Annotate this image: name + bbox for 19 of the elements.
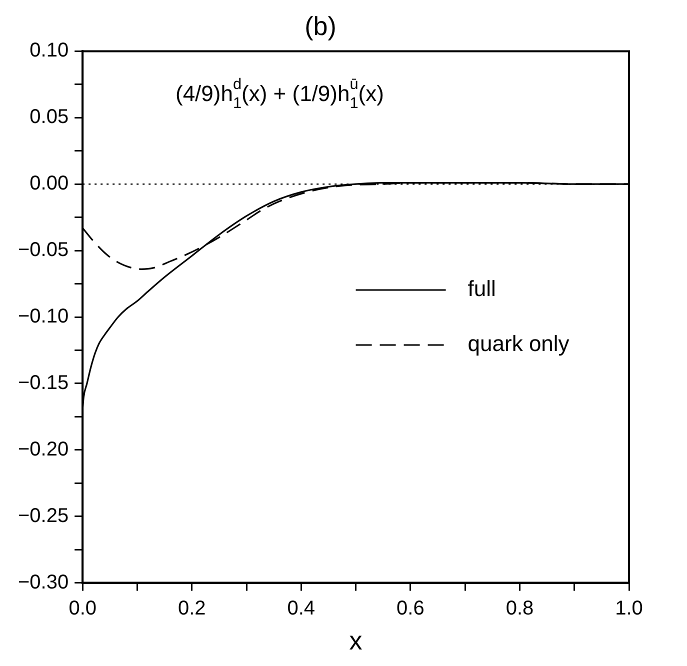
y-tick-label: −0.10: [18, 306, 69, 328]
y-tick-label: −0.25: [18, 504, 69, 527]
x-tick-label: 0.4: [287, 597, 316, 620]
y-tick-label: −0.30: [18, 571, 69, 594]
legend-label: quark only: [468, 331, 570, 356]
x-tick-label: 0.8: [506, 597, 534, 620]
y-tick-label: −0.20: [18, 438, 69, 460]
x-tick-label: 0.6: [396, 597, 424, 620]
x-tick-label: 0.2: [178, 597, 206, 620]
legend-label: full: [468, 276, 496, 302]
x-axis-title: x: [349, 626, 362, 656]
y-tick-label: 0.10: [30, 40, 69, 62]
y-tick-label: −0.05: [18, 239, 69, 262]
y-tick-label: 0.05: [30, 106, 69, 128]
x-tick-label: 1.0: [615, 597, 643, 620]
y-tick-label: 0.00: [30, 172, 69, 195]
y-tick-label: −0.15: [18, 372, 69, 394]
x-tick-label: 0.0: [68, 597, 97, 620]
chart-title: (b): [304, 10, 336, 41]
